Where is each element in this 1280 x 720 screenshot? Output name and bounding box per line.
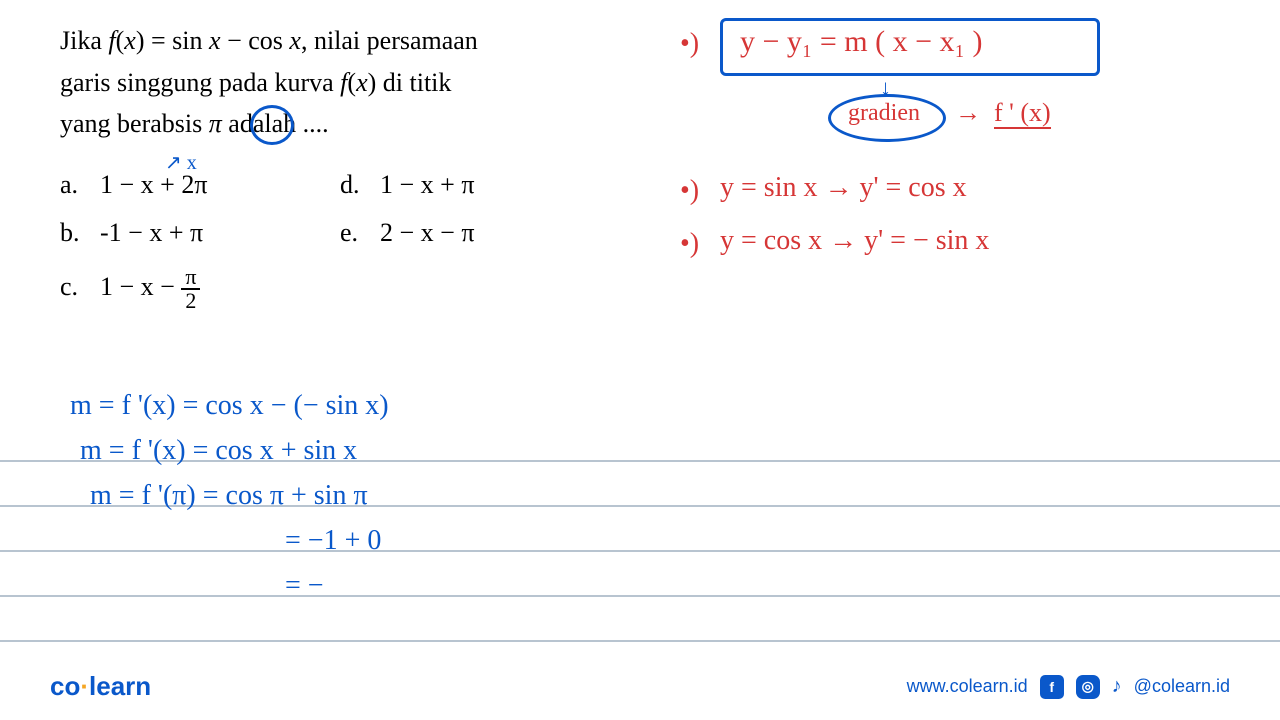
option-b: b.-1 − x + π	[60, 218, 340, 248]
answer-options: a.1 − x + 2π d.1 − x + π b.-1 − x + π e.…	[60, 170, 600, 330]
red-bullet2: •)	[680, 175, 699, 207]
option-d: d.1 − x + π	[340, 170, 600, 200]
ruled-line	[0, 595, 1280, 597]
instagram-icon: ◎	[1076, 675, 1100, 699]
facebook-icon: f	[1040, 675, 1064, 699]
option-e: e.2 − x − π	[340, 218, 600, 248]
circle-annotation	[250, 105, 294, 145]
ruled-line	[0, 550, 1280, 552]
problem-line3: yang berabsis π adalah ....	[60, 103, 620, 145]
tangent-formula: y − y₁ = m ( x − x₁ )	[740, 25, 983, 59]
red-bullet1: •)	[680, 28, 699, 60]
ruled-line	[0, 640, 1280, 642]
deriv-sin: y = sin x → y' = cos x	[720, 172, 967, 204]
tiktok-icon: ♪	[1112, 675, 1122, 698]
work-line2: m = f '(x) = cos x + sin x	[80, 435, 357, 467]
option-c: c.1 − x − π2	[60, 266, 340, 312]
gradien-arrow: → f ' (x)	[955, 98, 1051, 128]
problem-text: Jika f(x) = sin x − cos x, nilai persama…	[60, 20, 620, 145]
footer-url: www.colearn.id	[907, 676, 1028, 697]
work-line5: = −	[285, 570, 324, 602]
red-bullet3: •)	[680, 228, 699, 260]
work-line4: = −1 + 0	[285, 525, 381, 557]
footer-right: www.colearn.id f ◎ ♪ @colearn.id	[907, 675, 1230, 699]
footer: co·learn www.colearn.id f ◎ ♪ @colearn.i…	[50, 671, 1230, 702]
problem-line2: garis singgung pada kurva f(x) di titik	[60, 62, 620, 104]
problem-line1: Jika f(x) = sin x − cos x, nilai persama…	[60, 20, 620, 62]
logo: co·learn	[50, 671, 151, 702]
gradien-label: gradien	[848, 100, 920, 127]
option-a: a.1 − x + 2π	[60, 170, 340, 200]
deriv-cos: y = cos x → y' = − sin x	[720, 225, 989, 257]
footer-handle: @colearn.id	[1134, 676, 1230, 697]
work-line1: m = f '(x) = cos x − (− sin x)	[70, 390, 389, 422]
work-line3: m = f '(π) = cos π + sin π	[90, 480, 368, 512]
